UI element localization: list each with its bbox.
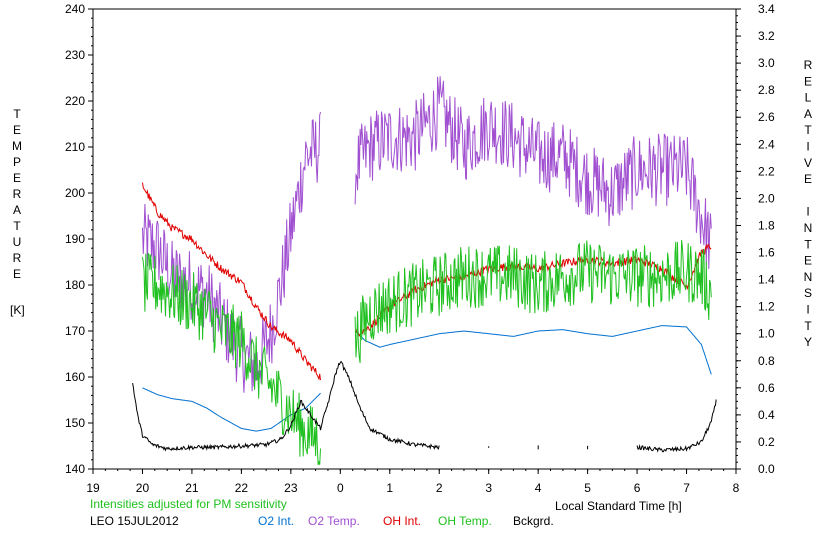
legend-entry: OH Temp. <box>438 514 492 528</box>
x-axis-tick-label: 19 <box>86 481 100 495</box>
series-line-bckgrd <box>132 360 440 452</box>
series-line-oh-temp <box>354 240 712 364</box>
right-axis-tick-label: 0.6 <box>758 381 775 395</box>
legend: O2 Int. O2 Temp. OH Int. OH Temp. Bckgrd. <box>258 514 554 528</box>
right-axis-tick-label: 1.2 <box>758 300 775 314</box>
left-axis-tick-label: 140 <box>65 462 85 476</box>
left-axis-label-letter: A <box>13 203 21 217</box>
left-axis-label-letter: E <box>13 123 21 137</box>
series-line-oh-int <box>354 244 712 337</box>
left-axis-label-letter: T <box>13 107 21 121</box>
right-axis-label-letter: E <box>804 74 812 88</box>
series-line-o2-temp <box>142 111 321 393</box>
left-axis: 140150160170180190200210220230240TEMPERA… <box>12 2 93 476</box>
left-axis-tick-label: 230 <box>65 48 85 62</box>
right-axis-label-letter: N <box>804 270 813 284</box>
left-axis-tick-label: 220 <box>65 94 85 108</box>
right-axis-label-letter: Y <box>804 335 812 349</box>
x-axis-tick-label: 23 <box>284 481 298 495</box>
right-axis-label-letter: N <box>804 221 813 235</box>
left-axis-label-letter: T <box>13 219 21 233</box>
right-axis-tick-label: 1.4 <box>758 273 775 287</box>
right-axis-tick-label: 3.4 <box>758 2 775 16</box>
left-axis-tick-label: 150 <box>65 416 85 430</box>
x-axis-tick-label: 22 <box>235 481 249 495</box>
series-line-o2-temp <box>354 76 712 270</box>
right-axis-tick-label: 2.4 <box>758 137 775 151</box>
x-axis-tick-label: 2 <box>436 481 443 495</box>
x-axis-tick-label: 6 <box>634 481 641 495</box>
x-axis-tick-label: 21 <box>185 481 199 495</box>
right-axis-tick-label: 0.4 <box>758 408 775 422</box>
left-axis-label-letter: E <box>13 171 21 185</box>
x-axis-tick-label: 0 <box>337 481 344 495</box>
plot-border <box>92 8 737 470</box>
series-line-oh-int <box>142 182 321 381</box>
right-axis-tick-label: 0.2 <box>758 435 775 449</box>
left-axis-unit: [K] <box>10 303 25 317</box>
left-axis-label-letter: R <box>13 187 22 201</box>
series-layer <box>132 76 717 466</box>
x-axis-label: Local Standard Time [h] <box>555 499 682 513</box>
left-axis-label-letter: U <box>13 235 22 249</box>
left-axis-tick-label: 160 <box>65 370 85 384</box>
right-axis-label-letter: R <box>804 58 813 72</box>
left-axis-tick-label: 170 <box>65 324 85 338</box>
left-axis-tick-label: 240 <box>65 2 85 16</box>
right-axis-tick-label: 0.8 <box>758 354 775 368</box>
legend-entry: O2 Temp. <box>308 514 360 528</box>
right-axis-tick-label: 2.0 <box>758 191 775 205</box>
right-axis: 0.0 0.2 0.4 0.6 0.8 1.0 1.2 1.4 1.6 1.8 2.0 2.2 2.4 2… <box>736 2 813 476</box>
legend-entry: Bckgrd. <box>513 514 554 528</box>
x-axis-tick-label: 7 <box>683 481 690 495</box>
x-axis-tick-label: 4 <box>535 481 542 495</box>
chart-subtitle: Intensities adjusted for PM sensitivity <box>90 497 287 511</box>
labels-layer: [K] Local Standard Time [h] Intensities … <box>10 303 682 528</box>
left-axis-tick-label: 210 <box>65 140 85 154</box>
left-axis-tick-label: 180 <box>65 278 85 292</box>
x-axis-tick-label: 5 <box>584 481 591 495</box>
x-axis-tick-label: 1 <box>386 481 393 495</box>
left-axis-label-letter: M <box>12 139 22 153</box>
right-axis-label-letter: T <box>804 123 812 137</box>
right-axis-label-letter: E <box>804 254 812 268</box>
left-axis-tick-label: 200 <box>65 186 85 200</box>
right-axis-label-letter: I <box>806 205 809 219</box>
left-axis-label-letter: R <box>13 251 22 265</box>
right-axis-label-letter: V <box>804 156 812 170</box>
left-axis-label-letter: E <box>13 267 21 281</box>
x-axis-tick-label: 3 <box>485 481 492 495</box>
right-axis-tick-label: 1.8 <box>758 218 775 232</box>
right-axis-tick-label: 3.0 <box>758 56 775 70</box>
legend-entry: O2 Int. <box>258 514 294 528</box>
right-axis-label-letter: I <box>806 303 809 317</box>
right-axis-tick-label: 2.2 <box>758 164 775 178</box>
right-axis-label-letter: A <box>804 107 812 121</box>
station-date: LEO 15JUL2012 <box>90 514 179 528</box>
right-axis-label-letter: T <box>804 319 812 333</box>
right-axis-tick-label: 0.0 <box>758 462 775 476</box>
plot-frame <box>92 8 737 470</box>
left-axis-label-letter: P <box>13 155 21 169</box>
x-axis-tick-label: 20 <box>136 481 150 495</box>
right-axis-label-letter: I <box>806 140 809 154</box>
right-axis-label-letter: T <box>804 237 812 251</box>
right-axis-label-letter: L <box>805 91 812 105</box>
legend-entry: OH Int. <box>383 514 421 528</box>
right-axis-tick-label: 1.6 <box>758 246 775 260</box>
x-axis: 19 20 21 22 23 0 1 2 3 4 5 6 7 8 <box>86 469 740 495</box>
left-axis-tick-label: 190 <box>65 232 85 246</box>
right-axis-label-letter: E <box>804 172 812 186</box>
x-axis-tick-label: 8 <box>733 481 740 495</box>
series-line-bckgrd <box>636 399 717 453</box>
series-line-oh-temp <box>142 252 321 466</box>
right-axis-tick-label: 2.8 <box>758 83 775 97</box>
series-line-o2-int <box>354 325 712 375</box>
right-axis-tick-label: 3.2 <box>758 29 775 43</box>
right-axis-tick-label: 1.0 <box>758 327 775 341</box>
right-axis-label-letter: S <box>804 286 812 300</box>
right-axis-tick-label: 2.6 <box>758 110 775 124</box>
